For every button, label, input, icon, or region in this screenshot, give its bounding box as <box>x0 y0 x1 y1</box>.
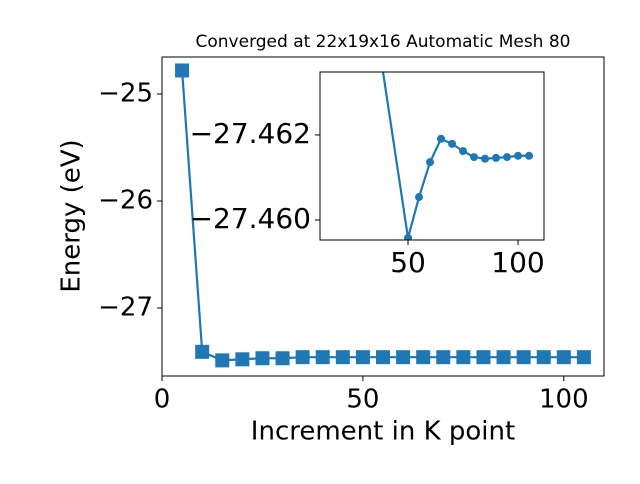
data-point <box>335 350 350 365</box>
x-tick-label: 50 <box>390 246 426 279</box>
data-point <box>448 139 457 148</box>
y-axis-label: Energy (eV) <box>57 139 87 292</box>
y-tick-label: −25 <box>98 79 153 109</box>
data-point <box>514 151 523 160</box>
data-point <box>492 153 501 162</box>
data-point <box>404 233 413 240</box>
x-tick-label: 50 <box>346 385 379 415</box>
data-point <box>536 350 551 365</box>
data-point <box>315 350 330 365</box>
y-tick-label: −26 <box>98 185 153 215</box>
data-point <box>355 350 370 365</box>
data-point <box>503 153 512 162</box>
data-point <box>235 352 250 367</box>
data-point <box>456 350 471 365</box>
chart-title: Converged at 22x19x16 Automatic Mesh 80 <box>196 32 571 52</box>
data-point <box>576 350 591 365</box>
data-point <box>459 147 468 156</box>
x-axis-label: Increment in K point <box>251 417 515 447</box>
data-point <box>415 193 424 202</box>
data-point <box>436 350 451 365</box>
data-point <box>556 350 571 365</box>
y-tick-label: −27.460 <box>190 202 311 235</box>
y-tick-label: −27.462 <box>190 117 311 150</box>
y-tick-label: −27 <box>98 292 153 322</box>
data-point <box>295 350 310 365</box>
data-point <box>476 350 491 365</box>
data-point <box>426 158 435 167</box>
data-point <box>255 351 270 366</box>
data-point <box>195 344 210 359</box>
data-point <box>175 63 190 78</box>
data-point <box>275 351 290 366</box>
data-point <box>376 350 390 365</box>
data-point <box>470 153 479 162</box>
plot-content <box>175 63 591 368</box>
axes-frame <box>161 56 605 377</box>
x-tick-label: 100 <box>491 246 544 279</box>
data-point <box>516 350 531 365</box>
data-point <box>496 350 511 365</box>
data-point <box>481 154 490 163</box>
data-point <box>416 350 431 365</box>
data-point <box>525 151 534 160</box>
data-point <box>215 353 230 368</box>
x-tick-label: 100 <box>539 385 589 415</box>
plot-content <box>381 72 534 240</box>
data-point <box>396 350 411 365</box>
x-tick-label: 0 <box>154 385 171 415</box>
data-point <box>437 134 446 143</box>
axes-frame <box>319 71 545 241</box>
